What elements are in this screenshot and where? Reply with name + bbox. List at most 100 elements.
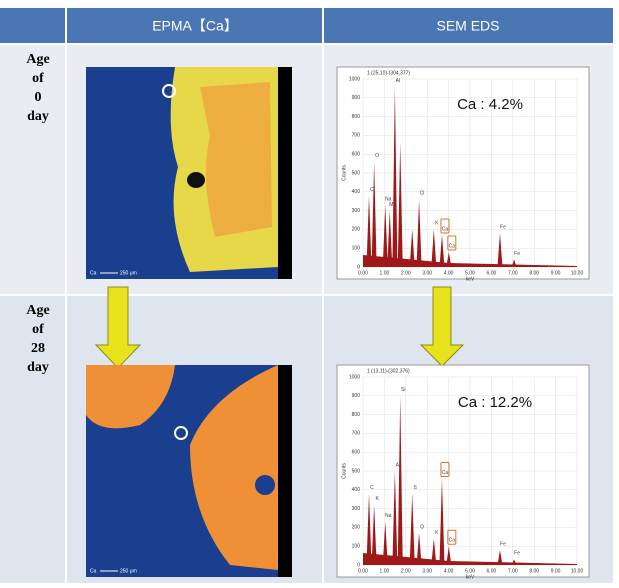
peak — [387, 210, 393, 267]
epma-legend — [278, 67, 292, 279]
header-row — [0, 8, 613, 44]
y-tick-label: 0 — [357, 562, 360, 568]
peak-label: Ca — [442, 470, 449, 476]
peak-label: Na — [385, 513, 392, 519]
y-tick-label: 900 — [352, 95, 361, 101]
peak-label: Al — [396, 78, 400, 84]
x-tick-label: 3.00 — [422, 568, 432, 574]
x-tick-label: 8.00 — [529, 568, 539, 574]
spectrum-baseline — [363, 553, 577, 565]
cell-borders — [0, 8, 613, 583]
epma-element: Ca — [90, 568, 97, 574]
x-tick-label: 7.00 — [508, 568, 518, 574]
x-tick-label: 4.00 — [444, 568, 454, 574]
y-tick-label: 100 — [352, 246, 361, 252]
peak-label: Cl — [420, 191, 425, 197]
peak-label: Fe — [514, 251, 520, 257]
y-tick-label: 700 — [352, 133, 361, 139]
peak — [397, 395, 403, 565]
epma-phase — [190, 365, 278, 570]
epma-scale: 250 μm — [120, 568, 137, 574]
peak — [511, 259, 517, 267]
peak — [497, 549, 503, 565]
peak-label: O — [420, 524, 424, 530]
peak-label: K — [435, 530, 439, 536]
peak — [397, 142, 403, 267]
peak — [446, 251, 452, 267]
age-label: day — [27, 109, 49, 124]
peak — [446, 546, 452, 565]
y-tick-label: 500 — [352, 170, 361, 176]
peak — [431, 538, 437, 565]
x-tick-label: 9.00 — [551, 270, 561, 276]
annotation: Ca : 12.2% — [458, 394, 532, 411]
x-tick-label: 9.00 — [551, 568, 561, 574]
peak — [366, 493, 372, 565]
peak — [371, 504, 377, 565]
age-label: of — [32, 71, 44, 86]
peak-label: Ca — [449, 538, 456, 544]
y-tick-label: 1000 — [349, 76, 360, 82]
y-tick-label: 600 — [352, 152, 361, 158]
x-tick-label: 2.00 — [401, 270, 411, 276]
age-label: 28 — [31, 341, 45, 356]
peak — [431, 229, 437, 267]
y-tick-label: 800 — [352, 114, 361, 120]
y-tick-label: 400 — [352, 189, 361, 195]
y-tick-label: 200 — [352, 525, 361, 531]
y-axis-label: Counts — [341, 165, 347, 181]
epma-marker — [162, 84, 176, 98]
peak — [382, 204, 388, 267]
peak-label: C — [370, 187, 374, 193]
peak — [382, 521, 388, 565]
peak — [392, 471, 398, 565]
peak-label: Al — [396, 462, 400, 468]
age-label: day — [27, 360, 49, 375]
y-tick-label: 200 — [352, 227, 361, 233]
y-axis-label: Counts — [341, 463, 347, 479]
peak-label: O — [375, 153, 379, 159]
peak — [416, 533, 422, 565]
annotation: Ca : 4.2% — [457, 96, 523, 113]
age-label: Age — [26, 52, 49, 67]
age-label: 0 — [35, 90, 42, 105]
peak — [392, 86, 398, 268]
peak-label: Mg — [389, 202, 396, 208]
y-tick-label: 800 — [352, 412, 361, 418]
x-tick-label: 3.00 — [422, 270, 432, 276]
y-tick-label: 600 — [352, 450, 361, 456]
epma-phase — [200, 82, 272, 237]
age-label: Age — [26, 303, 49, 318]
peak-label: Fe — [500, 541, 506, 547]
arrow — [94, 286, 142, 369]
epma-legend — [278, 365, 292, 577]
peak — [511, 559, 517, 565]
x-tick-label: 1.00 — [380, 568, 390, 574]
peak-label: Si — [401, 387, 405, 393]
peak-highlight — [440, 218, 450, 234]
peak — [366, 195, 372, 267]
x-tick-label: 8.00 — [529, 270, 539, 276]
peak — [439, 478, 445, 565]
x-tick-label: 2.00 — [401, 568, 411, 574]
y-tick-label: 100 — [352, 544, 361, 550]
eds-title: 1 (13,11)-(302,376) — [367, 368, 410, 374]
peak-label: K — [435, 221, 439, 227]
x-tick-label: 6.00 — [487, 270, 497, 276]
y-tick-label: 900 — [352, 393, 361, 399]
header-epma: EPMA【Ca】 — [152, 18, 238, 34]
header-eds: SEM EDS — [436, 18, 499, 34]
spectrum-baseline — [363, 255, 577, 267]
epma-phase — [255, 475, 275, 495]
peak-label: Na — [385, 196, 392, 202]
peak-label: C — [370, 485, 374, 491]
x-tick-label: 4.00 — [444, 270, 454, 276]
x-tick-label: 5.00 — [465, 568, 475, 574]
x-tick-label: 1.00 — [380, 270, 390, 276]
peak-label: S — [414, 485, 418, 491]
y-tick-label: 300 — [352, 208, 361, 214]
x-axis-label: keV — [466, 276, 475, 282]
x-tick-label: 0.00 — [358, 568, 368, 574]
arrow — [419, 286, 465, 367]
